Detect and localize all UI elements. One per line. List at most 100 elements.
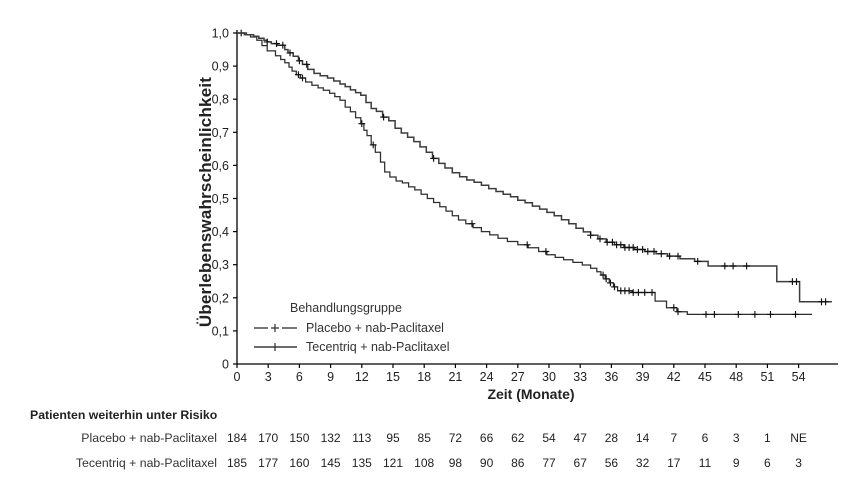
risk-count: 3	[733, 431, 740, 445]
censor-mark	[263, 38, 271, 46]
censor-mark	[767, 311, 774, 318]
legend-item-tecentriq: Tecentriq + nab-Paclitaxel	[253, 337, 449, 356]
censor-mark	[602, 275, 610, 283]
km-curve-tecentriq	[237, 32, 832, 303]
risk-count: 6	[764, 456, 771, 470]
risk-count: 67	[574, 456, 588, 470]
y-tick-label: 0,9	[212, 60, 229, 74]
censor-mark	[629, 244, 637, 251]
risk-count: 72	[449, 431, 463, 445]
censor-mark	[648, 289, 656, 296]
risk-count: 95	[386, 431, 400, 445]
risk-count: 32	[636, 456, 650, 470]
censor-mark	[650, 248, 658, 255]
risk-count: 113	[352, 431, 371, 445]
risk-count: 14	[636, 431, 650, 445]
x-tick-label: 6	[296, 370, 303, 384]
risk-count: 98	[449, 456, 463, 470]
risk-count: 108	[414, 456, 434, 470]
risk-count: 66	[480, 431, 494, 445]
legend-label-placebo: Placebo + nab-Paclitaxel	[306, 320, 444, 335]
risk-count: 177	[258, 456, 278, 470]
censor-mark	[380, 113, 387, 121]
x-axis-title: Zeit (Monate)	[487, 386, 575, 402]
censor-plus-icon	[271, 323, 279, 332]
censor-mark	[792, 311, 799, 318]
x-tick-label: 3	[265, 370, 272, 384]
risk-count: 28	[605, 431, 619, 445]
censor-mark	[523, 241, 531, 249]
x-tick-label: 54	[792, 370, 806, 384]
censor-mark	[644, 248, 652, 255]
censor-mark	[599, 271, 607, 279]
y-tick-label: 0,3	[212, 258, 229, 272]
risk-count: NE	[790, 431, 807, 445]
censor-mark	[295, 71, 302, 79]
x-tick-label: 45	[698, 370, 712, 384]
x-tick-label: 36	[604, 370, 618, 384]
risk-count: 17	[667, 456, 681, 470]
censor-mark	[793, 278, 800, 285]
censor-mark	[611, 283, 618, 291]
censor-mark	[279, 41, 287, 49]
y-tick-label: 0,8	[212, 93, 229, 107]
risk-count: 7	[670, 431, 677, 445]
censor-mark	[743, 262, 750, 270]
censor-mark	[635, 289, 642, 296]
censor-mark	[607, 279, 614, 287]
risk-count: 145	[321, 456, 341, 470]
censor-mark	[639, 246, 646, 253]
censor-mark	[468, 220, 476, 228]
censor-mark	[609, 238, 616, 246]
censor-mark	[286, 49, 294, 57]
risk-count: 9	[733, 456, 740, 470]
censor-mark	[751, 311, 759, 318]
risk-count: 56	[605, 456, 619, 470]
censor-mark	[296, 57, 303, 65]
censor-mark	[666, 252, 673, 260]
risk-table-header: Patienten weiterhin unter Risiko	[30, 408, 218, 422]
risk-count: 47	[574, 431, 588, 445]
y-tick-label: 0,6	[212, 159, 229, 173]
x-tick-label: 15	[386, 370, 400, 384]
risk-count: 90	[480, 456, 494, 470]
y-tick-label: 0,1	[212, 324, 229, 338]
risk-count: 185	[227, 456, 247, 470]
censor-mark	[303, 61, 311, 68]
y-tick-label: 0,5	[212, 192, 229, 206]
censor-mark	[711, 311, 718, 318]
censor-mark	[670, 304, 678, 312]
risk-count: 54	[542, 431, 556, 445]
y-tick-label: 0	[222, 358, 229, 372]
risk-row-label-placebo: Placebo + nab-Paclitaxel	[81, 431, 217, 445]
legend-title: Behandlungsgruppe	[290, 301, 402, 315]
censor-mark	[617, 241, 625, 249]
censor-mark	[674, 252, 682, 260]
risk-row-label-tecentriq: Tecentriq + nab-Paclitaxel	[75, 456, 217, 470]
risk-count: 85	[418, 431, 432, 445]
x-tick-label: 39	[636, 370, 650, 384]
risk-count: 121	[383, 456, 403, 470]
x-tick-label: 18	[417, 370, 431, 384]
censor-mark	[729, 262, 737, 270]
censor-mark	[674, 308, 682, 316]
censor-mark	[734, 311, 742, 318]
censor-mark	[369, 141, 377, 149]
censor-mark	[299, 74, 306, 82]
censor-mark	[641, 289, 649, 296]
y-tick-label: 0,4	[212, 225, 229, 239]
risk-count: 160	[289, 456, 309, 470]
x-tick-label: 48	[729, 370, 743, 384]
risk-count: 11	[699, 456, 712, 470]
risk-count: 184	[227, 431, 247, 445]
censor-mark	[587, 231, 594, 239]
legend: Behandlungsgruppe Placebo + nab-Paclitax…	[253, 301, 449, 356]
legend-item-placebo: Placebo + nab-Paclitaxel	[253, 318, 449, 337]
risk-count: 170	[258, 431, 278, 445]
x-tick-label: 42	[667, 370, 681, 384]
risk-count: 132	[321, 431, 341, 445]
censor-mark	[596, 235, 604, 243]
censor-mark	[542, 248, 550, 255]
x-tick-label: 9	[327, 370, 334, 384]
y-tick-label: 1,0	[212, 27, 229, 41]
